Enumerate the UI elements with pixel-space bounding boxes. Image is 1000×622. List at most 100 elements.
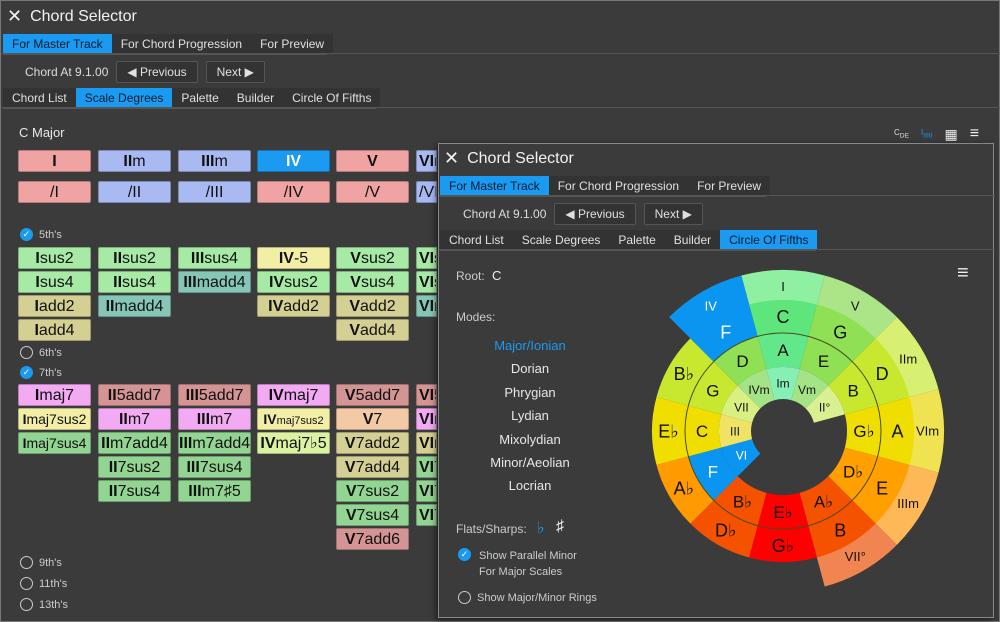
mode-option[interactable]: Minor/Aeolian bbox=[490, 455, 570, 470]
tab-builder[interactable]: Builder bbox=[664, 230, 721, 250]
mode-option[interactable]: Lydian bbox=[511, 408, 549, 424]
chord-chip[interactable]: IIIm7 bbox=[178, 408, 251, 430]
chord-chip[interactable]: VIm bbox=[416, 150, 437, 172]
chord-chip[interactable]: IIm7add4 bbox=[98, 432, 171, 454]
close-icon[interactable]: ✕ bbox=[7, 6, 23, 26]
chord-chip[interactable]: IVadd2 bbox=[257, 295, 330, 317]
chord-chip[interactable]: Imaj7sus2 bbox=[18, 408, 91, 430]
tab-chord-list[interactable]: Chord List bbox=[440, 230, 513, 250]
inner-degree-segment[interactable] bbox=[721, 439, 761, 477]
key-segment[interactable] bbox=[808, 500, 876, 558]
chord-chip[interactable]: III5add7 bbox=[178, 384, 251, 406]
minor-key-segment[interactable] bbox=[713, 476, 767, 526]
chord-chip[interactable]: V bbox=[336, 150, 409, 172]
minor-key-segment[interactable] bbox=[799, 476, 853, 526]
check-icon[interactable]: ✓ bbox=[20, 366, 33, 379]
section-6ths[interactable]: 6th's bbox=[20, 346, 62, 359]
radio-icon[interactable] bbox=[458, 591, 471, 604]
key-segment[interactable] bbox=[877, 397, 914, 465]
chord-chip[interactable]: VI7add4 bbox=[416, 504, 437, 526]
chord-chip[interactable]: Isus4 bbox=[18, 271, 91, 293]
chord-chip[interactable]: V7add6 bbox=[336, 528, 409, 550]
inner-degree-segment[interactable] bbox=[737, 369, 775, 409]
tab-palette[interactable]: Palette bbox=[172, 88, 228, 108]
degree-segment[interactable] bbox=[816, 275, 897, 341]
note-names-icon[interactable]: CDE bbox=[894, 128, 910, 140]
chord-chip[interactable]: IVmaj7sus2 bbox=[257, 408, 330, 430]
degree-segment[interactable] bbox=[669, 275, 750, 341]
mode-option[interactable]: Locrian bbox=[508, 478, 552, 494]
key-segment[interactable] bbox=[690, 500, 758, 558]
chord-chip[interactable]: II5add7 bbox=[98, 384, 171, 406]
chord-chip[interactable]: /I bbox=[18, 181, 91, 203]
chord-chip[interactable]: IIIm7add4 bbox=[178, 432, 251, 454]
menu-icon[interactable]: ≡ bbox=[969, 125, 980, 142]
chord-chip[interactable]: IVmaj7♭5 bbox=[257, 432, 330, 454]
flat-toggle[interactable]: ♭ bbox=[537, 520, 545, 537]
tab-chord-list[interactable]: Chord List bbox=[3, 88, 76, 108]
key-segment[interactable] bbox=[690, 304, 758, 362]
chord-chip[interactable]: IIsus4 bbox=[98, 271, 171, 293]
key-segment[interactable] bbox=[656, 338, 714, 406]
degree-segment[interactable] bbox=[816, 521, 897, 587]
next-button[interactable]: Next ▶ bbox=[643, 203, 703, 225]
tab-preview[interactable]: For Preview bbox=[251, 34, 334, 54]
chord-chip[interactable]: IIIsus4 bbox=[178, 247, 251, 269]
chord-chip[interactable]: VIsus2 bbox=[416, 247, 437, 269]
inner-degree-segment[interactable] bbox=[791, 369, 829, 409]
grid-icon[interactable]: ▦ bbox=[944, 125, 958, 142]
section-9ths[interactable]: 9th's bbox=[20, 556, 62, 569]
chord-chip[interactable]: IImadd4 bbox=[98, 295, 171, 317]
tab-scale-degrees[interactable]: Scale Degrees bbox=[512, 230, 610, 250]
mode-option[interactable]: Major/Ionian bbox=[494, 338, 566, 353]
chord-chip[interactable]: V7 bbox=[336, 408, 409, 430]
chord-chip[interactable]: /VI bbox=[416, 181, 437, 203]
chord-chip[interactable]: V7sus4 bbox=[336, 504, 409, 526]
chord-chip[interactable]: VIm7 bbox=[416, 408, 437, 430]
check-icon[interactable]: ✓ bbox=[458, 548, 471, 561]
chord-chip[interactable]: IIImadd4 bbox=[178, 271, 251, 293]
chord-chip[interactable]: II7sus2 bbox=[98, 456, 171, 478]
radio-icon[interactable] bbox=[20, 556, 33, 569]
mode-option[interactable]: Phrygian bbox=[504, 384, 556, 400]
chord-chip[interactable]: VI5add7 bbox=[416, 384, 437, 406]
tab-scale-degrees[interactable]: Scale Degrees bbox=[75, 88, 173, 108]
previous-button[interactable]: ◀ Previous bbox=[116, 61, 198, 83]
tab-chord-progression[interactable]: For Chord Progression bbox=[548, 176, 689, 196]
chord-chip[interactable]: IIm bbox=[98, 150, 171, 172]
inner-degree-segment[interactable] bbox=[766, 366, 800, 401]
minor-key-segment[interactable] bbox=[828, 361, 878, 415]
chord-chip[interactable]: /V bbox=[336, 181, 409, 203]
inner-degree-segment[interactable] bbox=[719, 414, 753, 448]
minor-key-segment[interactable] bbox=[828, 447, 878, 501]
chord-chip[interactable]: Isus2 bbox=[18, 247, 91, 269]
close-icon[interactable]: ✕ bbox=[444, 148, 460, 168]
chord-chip[interactable]: Vadd2 bbox=[336, 295, 409, 317]
inner-degree-segment[interactable] bbox=[721, 385, 761, 423]
minor-key-segment[interactable] bbox=[757, 333, 809, 370]
chord-chip[interactable]: IIIm7♯5 bbox=[178, 480, 251, 502]
minor-key-segment[interactable] bbox=[685, 405, 722, 457]
chord-chip[interactable]: I bbox=[18, 150, 91, 172]
root-value[interactable]: C bbox=[492, 268, 502, 283]
degree-segment[interactable] bbox=[873, 317, 939, 398]
chord-chip[interactable]: V5add7 bbox=[336, 384, 409, 406]
key-segment[interactable] bbox=[749, 525, 817, 562]
tab-master-track[interactable]: For Master Track bbox=[3, 34, 112, 54]
chord-chip[interactable]: VIsus4 bbox=[416, 271, 437, 293]
section-13ths[interactable]: 13th's bbox=[20, 598, 68, 611]
key-segment[interactable] bbox=[652, 397, 689, 465]
chord-chip[interactable]: VImadd4 bbox=[416, 295, 437, 317]
tab-circle-of-fifths[interactable]: Circle Of Fifths bbox=[283, 88, 381, 108]
inner-degree-segment[interactable] bbox=[805, 385, 845, 423]
tab-builder[interactable]: Builder bbox=[227, 88, 284, 108]
previous-button[interactable]: ◀ Previous bbox=[554, 203, 636, 225]
chord-chip[interactable]: Imaj7 bbox=[18, 384, 91, 406]
chord-chip[interactable]: III7sus4 bbox=[178, 456, 251, 478]
chord-chip[interactable]: Iadd4 bbox=[18, 319, 91, 341]
chord-chip[interactable]: IIm7 bbox=[98, 408, 171, 430]
minor-key-segment[interactable] bbox=[799, 336, 853, 386]
next-button[interactable]: Next ▶ bbox=[205, 61, 265, 83]
radio-icon[interactable] bbox=[20, 346, 33, 359]
check-icon[interactable]: ✓ bbox=[20, 228, 33, 241]
